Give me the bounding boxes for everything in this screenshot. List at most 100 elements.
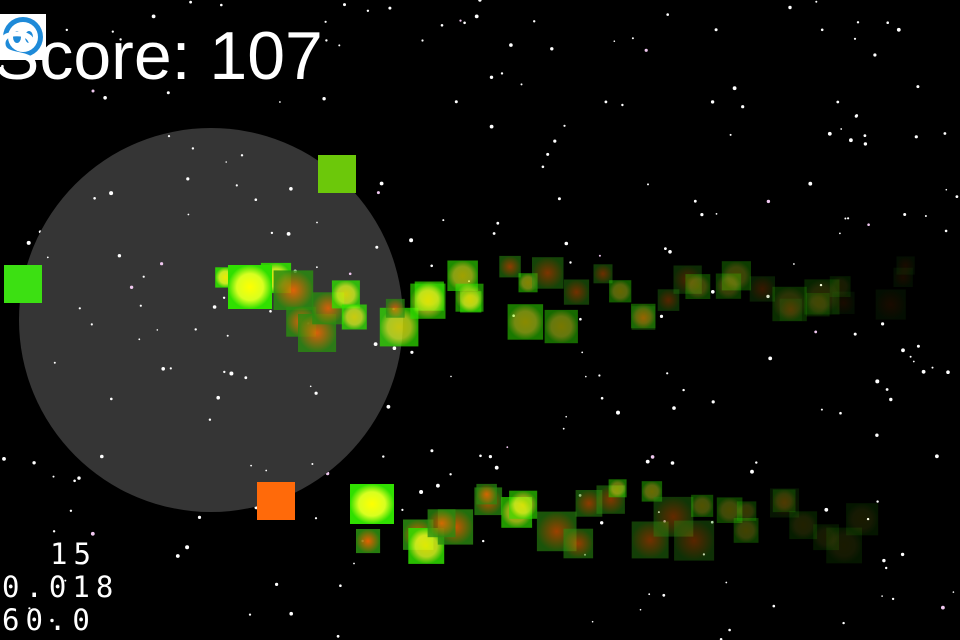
star	[921, 369, 926, 374]
star	[788, 5, 792, 10]
star	[579, 317, 582, 321]
star	[265, 469, 268, 472]
star	[793, 263, 795, 265]
star	[316, 266, 318, 269]
star	[90, 531, 95, 536]
star	[916, 85, 920, 89]
star	[26, 240, 31, 245]
particle	[657, 289, 680, 311]
star	[659, 314, 664, 318]
particle	[455, 283, 484, 312]
star	[553, 139, 557, 143]
particle	[715, 273, 742, 299]
star	[891, 597, 895, 601]
particle	[385, 298, 405, 318]
star	[463, 21, 466, 25]
enemy-block	[257, 482, 295, 520]
star	[916, 344, 920, 348]
star	[912, 360, 915, 363]
star	[440, 24, 444, 27]
particle	[476, 483, 497, 505]
particle	[736, 501, 757, 521]
debug-stats: 15 0.018 60.0	[2, 538, 119, 637]
star	[955, 195, 959, 199]
particle	[563, 528, 594, 559]
star	[382, 455, 385, 458]
star	[600, 521, 604, 525]
enemy-block	[4, 265, 42, 303]
star	[244, 376, 248, 380]
stat-line: 15	[50, 537, 97, 571]
star	[935, 454, 939, 459]
star	[454, 100, 458, 104]
star	[645, 459, 650, 464]
star	[77, 476, 81, 480]
star	[129, 285, 134, 289]
star	[853, 332, 857, 336]
star	[946, 370, 950, 375]
star	[533, 20, 536, 23]
stat-line: 0.018	[2, 570, 120, 604]
star	[750, 469, 754, 474]
star	[216, 395, 220, 400]
star	[78, 307, 81, 310]
star	[73, 479, 76, 483]
star	[324, 20, 327, 23]
star	[479, 454, 482, 458]
planet	[19, 128, 403, 512]
star	[875, 379, 880, 384]
star	[863, 142, 868, 146]
particle	[832, 291, 855, 314]
star	[842, 621, 845, 625]
player-ship	[228, 265, 272, 309]
star	[755, 461, 758, 464]
star	[436, 483, 440, 488]
star	[666, 13, 669, 16]
star	[672, 406, 676, 410]
star	[289, 611, 294, 616]
star	[366, 9, 370, 12]
particle	[749, 276, 775, 302]
particle	[779, 298, 802, 321]
star	[91, 89, 95, 93]
star	[591, 620, 594, 623]
star	[110, 397, 113, 401]
star	[226, 334, 229, 337]
star	[167, 135, 171, 138]
particle	[846, 503, 879, 536]
star	[421, 39, 424, 42]
star	[863, 134, 867, 138]
star	[909, 355, 912, 358]
star	[867, 223, 870, 226]
score-label: Score: 107	[0, 18, 323, 94]
star	[100, 454, 104, 459]
star	[270, 231, 274, 235]
star	[546, 152, 550, 156]
star	[666, 372, 669, 375]
star	[856, 21, 860, 24]
star	[952, 591, 955, 593]
star	[186, 177, 190, 181]
star	[766, 199, 771, 204]
star	[250, 464, 253, 467]
star	[647, 183, 649, 186]
star	[156, 329, 159, 331]
star	[32, 461, 36, 465]
star	[53, 361, 56, 364]
star	[373, 342, 378, 346]
star	[664, 247, 667, 251]
star	[289, 187, 293, 191]
particle	[410, 283, 446, 319]
star	[474, 14, 479, 19]
particle	[499, 255, 521, 278]
particle	[532, 257, 564, 289]
star	[442, 219, 445, 222]
star	[924, 215, 927, 217]
star	[240, 154, 244, 157]
star	[581, 351, 584, 354]
star	[808, 181, 813, 186]
star	[815, 0, 818, 3]
particle	[608, 479, 627, 498]
star	[881, 595, 883, 597]
